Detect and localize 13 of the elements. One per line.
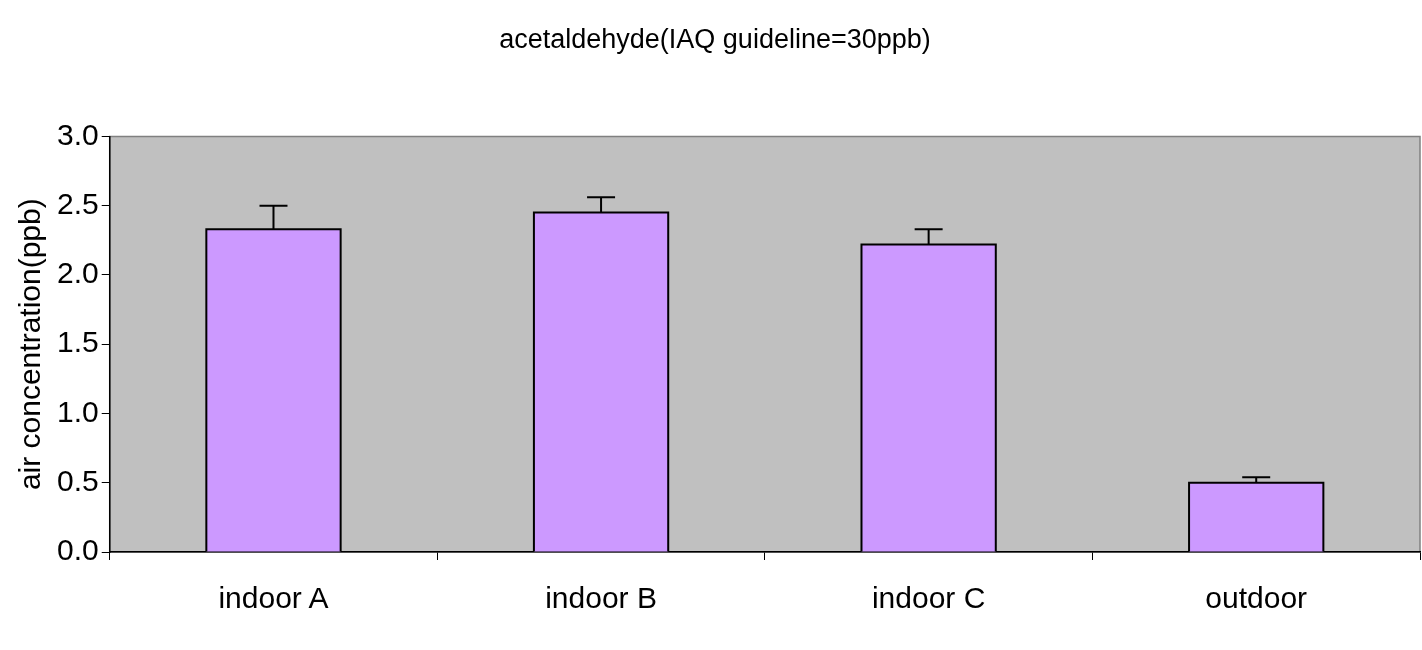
x-tick-label: indoor C xyxy=(871,581,986,615)
y-tick-label: 0.5 xyxy=(56,464,99,497)
chart-title: acetaldehyde(IAQ guideline=30ppb) xyxy=(499,23,931,54)
x-tick-label: indoor B xyxy=(545,581,657,615)
y-axis-title: air concentration(ppb) xyxy=(13,198,47,491)
y-tick-label: 0.0 xyxy=(56,533,99,567)
y-tick-label: 1.0 xyxy=(56,394,99,428)
y-tick-label: 2.0 xyxy=(56,256,99,290)
y-tick-label: 1.5 xyxy=(56,325,99,359)
y-tick-label: 3.0 xyxy=(56,117,99,151)
x-tick-label: indoor A xyxy=(218,581,329,615)
x-tick-label: outdoor xyxy=(1205,581,1308,615)
y-tick-label: 2.5 xyxy=(56,186,99,220)
